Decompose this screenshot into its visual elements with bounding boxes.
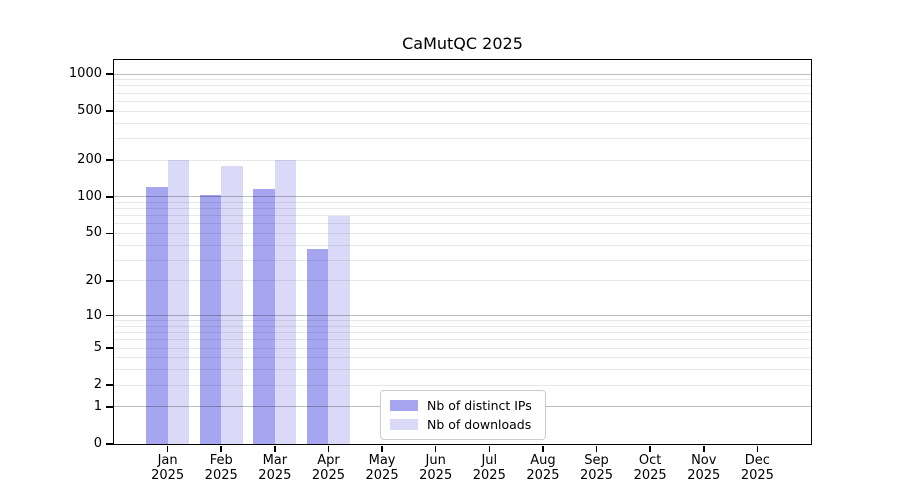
x-tick-feb-2025	[220, 445, 223, 452]
y-tick-label-1000: 1000	[68, 66, 102, 82]
y-tick-label-500: 500	[77, 103, 102, 119]
gridline-minor-3	[114, 369, 811, 371]
bar-nb-of-downloads-feb-2025	[221, 165, 243, 444]
gridline-minor-40	[114, 244, 811, 246]
y-tick-20	[105, 280, 113, 282]
bar-nb-of-downloads-apr-2025	[328, 215, 350, 444]
x-tick-label-apr-2025: Apr 2025	[311, 453, 345, 483]
gridline-minor-90	[114, 201, 811, 203]
gridline-minor-2	[114, 384, 811, 386]
y-tick-10	[105, 314, 113, 317]
gridline-minor-50	[114, 232, 811, 234]
gridline-minor-900	[114, 79, 811, 81]
y-tick-1000	[105, 73, 113, 75]
gridline-minor-500	[114, 110, 811, 112]
gridline-minor-4	[114, 357, 811, 359]
x-tick-sep-2025	[595, 445, 598, 452]
gridline-major-1000	[114, 73, 811, 75]
gridline-minor-600	[114, 100, 811, 102]
y-tick-label-5: 5	[93, 340, 102, 356]
bar-nb-of-downloads-mar-2025	[274, 160, 297, 444]
bar-nb-of-distinct-ips-mar-2025	[253, 189, 275, 444]
y-tick-label-100: 100	[77, 188, 102, 204]
x-tick-label-jul-2025: Jul 2025	[472, 453, 506, 483]
gridline-minor-8	[114, 325, 811, 327]
x-tick-jun-2025	[434, 445, 437, 452]
x-tick-dec-2025	[756, 445, 759, 452]
gridline-minor-20	[114, 280, 811, 282]
x-tick-label-nov-2025: Nov 2025	[687, 453, 721, 483]
x-tick-label-oct-2025: Oct 2025	[633, 453, 667, 483]
legend-swatch-distinct-ips	[390, 400, 418, 411]
y-tick-5	[105, 347, 113, 349]
x-tick-nov-2025	[702, 445, 705, 452]
gridline-minor-30	[114, 259, 811, 261]
gridline-minor-200	[114, 159, 811, 161]
gridline-minor-800	[114, 85, 811, 87]
x-tick-apr-2025	[327, 445, 330, 452]
x-tick-oct-2025	[649, 445, 651, 452]
gridline-minor-700	[114, 92, 811, 94]
y-tick-2	[105, 384, 113, 386]
x-tick-jul-2025	[488, 445, 491, 452]
legend-item-distinct-ips: Nb of distinct IPs	[390, 396, 539, 415]
y-tick-1	[105, 406, 113, 408]
x-tick-label-jun-2025: Jun 2025	[419, 453, 453, 483]
x-tick-label-dec-2025: Dec 2025	[740, 453, 774, 483]
legend-swatch-downloads	[390, 419, 418, 430]
legend-label-distinct-ips: Nb of distinct IPs	[427, 398, 532, 413]
y-tick-label-20: 20	[85, 272, 102, 288]
x-tick-label-mar-2025: Mar 2025	[258, 453, 292, 483]
y-tick-label-10: 10	[85, 307, 102, 323]
gridline-major-100	[114, 196, 811, 198]
y-tick-50	[105, 232, 113, 235]
gridline-minor-70	[114, 215, 811, 217]
x-tick-mar-2025	[274, 445, 276, 452]
bar-nb-of-downloads-jan-2025	[167, 160, 190, 444]
y-tick-label-0: 0	[93, 436, 102, 451]
x-tick-label-aug-2025: Aug 2025	[526, 453, 560, 483]
gridline-major-10	[114, 315, 811, 317]
bar-nb-of-distinct-ips-jan-2025	[146, 187, 168, 444]
legend: Nb of distinct IPs Nb of downloads	[380, 390, 546, 440]
y-tick-0	[105, 443, 113, 445]
y-tick-500	[105, 110, 113, 112]
y-tick-label-200: 200	[77, 152, 102, 167]
x-tick-aug-2025	[542, 445, 544, 452]
x-tick-jan-2025	[166, 445, 169, 452]
chart-title: CaMutQC 2025	[402, 34, 523, 53]
x-tick-may-2025	[381, 445, 383, 452]
gridline-minor-5	[114, 347, 811, 349]
gridline-minor-9	[114, 320, 811, 322]
y-tick-label-2: 2	[93, 377, 102, 393]
y-tick-200	[105, 159, 113, 161]
gridline-minor-60	[114, 223, 811, 225]
legend-label-downloads: Nb of downloads	[427, 417, 532, 432]
x-tick-label-sep-2025: Sep 2025	[579, 453, 614, 483]
bar-nb-of-distinct-ips-feb-2025	[199, 194, 222, 444]
gridline-minor-400	[114, 122, 811, 124]
x-tick-label-jan-2025: Jan 2025	[151, 453, 185, 483]
x-tick-label-may-2025: May 2025	[365, 453, 399, 483]
bar-nb-of-distinct-ips-apr-2025	[306, 249, 329, 444]
gridline-minor-80	[114, 208, 811, 210]
y-tick-100	[105, 196, 113, 198]
y-tick-label-1: 1	[93, 398, 102, 414]
legend-item-downloads: Nb of downloads	[390, 415, 539, 434]
gridline-minor-6	[114, 339, 811, 341]
gridline-minor-7	[114, 332, 811, 334]
x-tick-label-feb-2025: Feb 2025	[204, 453, 238, 483]
y-tick-label-50: 50	[85, 225, 102, 241]
gridline-minor-300	[114, 137, 811, 139]
